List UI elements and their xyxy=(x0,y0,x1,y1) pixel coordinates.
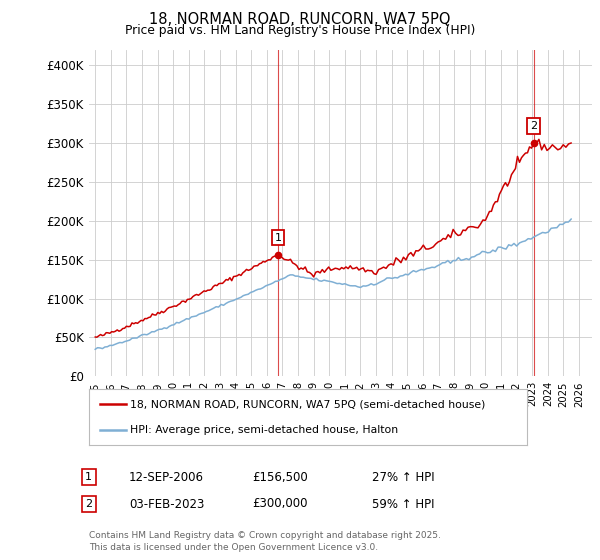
Text: 1: 1 xyxy=(274,232,281,242)
Text: HPI: Average price, semi-detached house, Halton: HPI: Average price, semi-detached house,… xyxy=(130,425,398,435)
Text: 59% ↑ HPI: 59% ↑ HPI xyxy=(372,497,434,511)
Text: This data is licensed under the Open Government Licence v3.0.: This data is licensed under the Open Gov… xyxy=(89,543,378,552)
Text: 03-FEB-2023: 03-FEB-2023 xyxy=(129,497,205,511)
Text: 18, NORMAN ROAD, RUNCORN, WA7 5PQ: 18, NORMAN ROAD, RUNCORN, WA7 5PQ xyxy=(149,12,451,27)
Text: 2: 2 xyxy=(530,121,537,131)
Text: 27% ↑ HPI: 27% ↑ HPI xyxy=(372,470,434,484)
Text: 18, NORMAN ROAD, RUNCORN, WA7 5PQ (semi-detached house): 18, NORMAN ROAD, RUNCORN, WA7 5PQ (semi-… xyxy=(130,399,486,409)
Text: £300,000: £300,000 xyxy=(252,497,308,511)
Text: 12-SEP-2006: 12-SEP-2006 xyxy=(129,470,204,484)
Text: 1: 1 xyxy=(85,472,92,482)
Text: Contains HM Land Registry data © Crown copyright and database right 2025.: Contains HM Land Registry data © Crown c… xyxy=(89,531,440,540)
Text: 2: 2 xyxy=(85,499,92,509)
Text: £156,500: £156,500 xyxy=(252,470,308,484)
Text: Price paid vs. HM Land Registry's House Price Index (HPI): Price paid vs. HM Land Registry's House … xyxy=(125,24,475,37)
